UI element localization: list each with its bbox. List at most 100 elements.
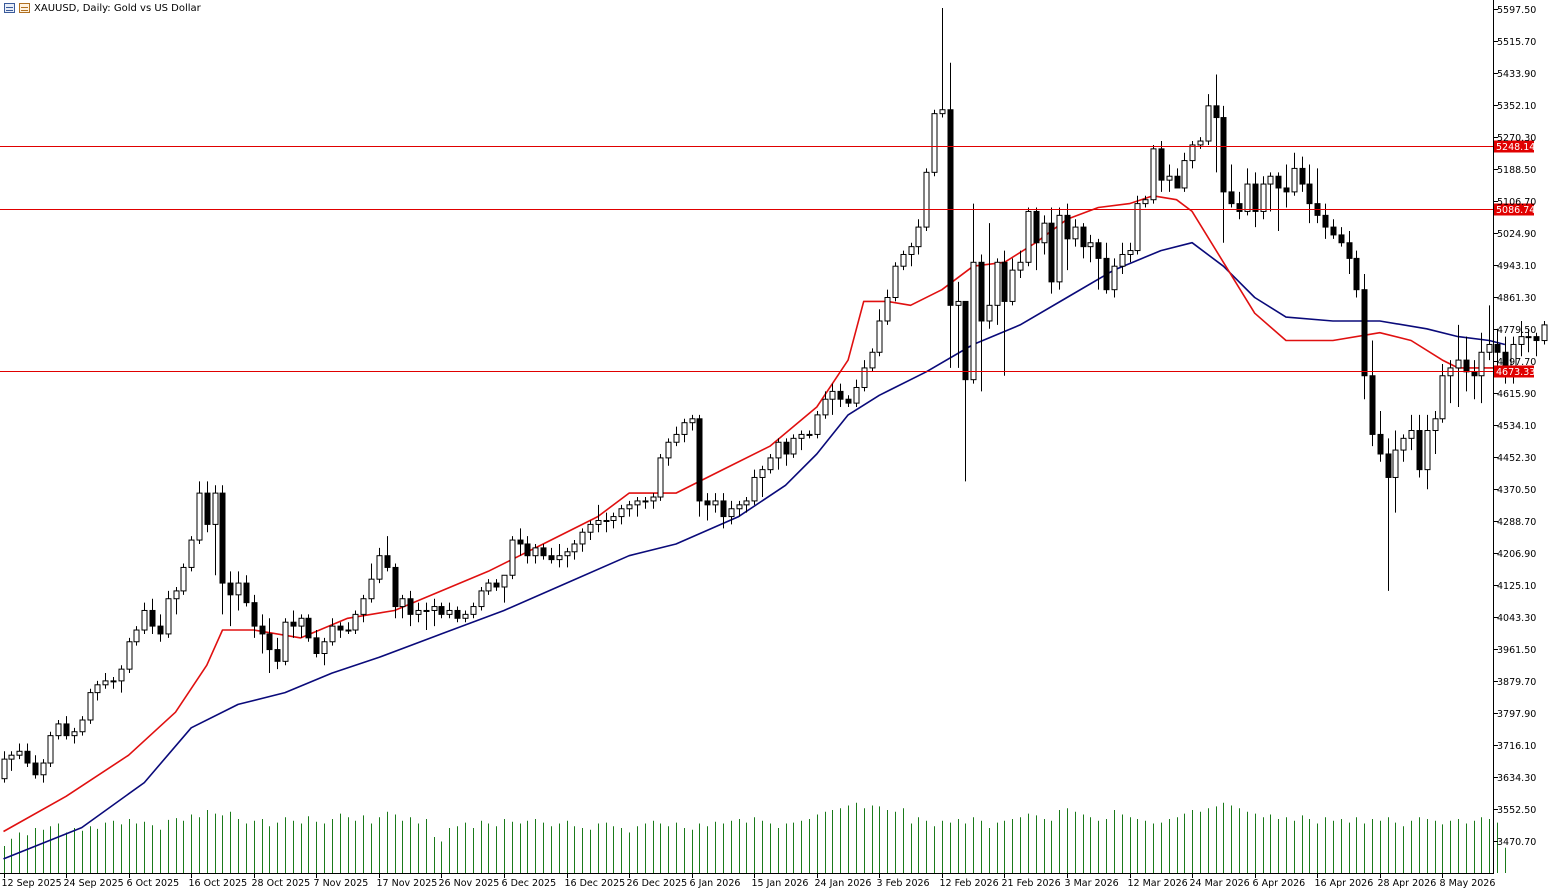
candle (603, 512, 610, 533)
candle-body (681, 422, 688, 435)
candle (587, 520, 594, 541)
candle-body (626, 504, 633, 510)
candle-body (1416, 430, 1423, 471)
time-tick-label: 26 Dec 2025 (627, 878, 688, 889)
candle-body (32, 762, 39, 776)
volume-bars (4, 802, 1506, 873)
candle (517, 528, 524, 556)
candle (736, 500, 743, 517)
candle (438, 602, 445, 619)
candle (102, 673, 109, 689)
price-tick-label: 4615.90 (1497, 389, 1536, 400)
candle (650, 493, 657, 509)
candle-body (1478, 351, 1485, 377)
candle (923, 168, 930, 232)
candle-body (1541, 324, 1548, 342)
candle (994, 258, 1001, 325)
candle (876, 309, 883, 357)
time-tick-label: 24 Sep 2025 (64, 878, 124, 889)
candle-body (1369, 375, 1376, 435)
candle-body (751, 476, 758, 502)
horizontal-levels[interactable]: 5248.14 5086.74 4673.33 (0, 140, 1535, 379)
candle-body (970, 261, 977, 381)
candle-body (251, 602, 258, 627)
candle (962, 300, 969, 482)
candle (790, 434, 797, 458)
candle-body (243, 582, 250, 604)
candle-body (900, 253, 907, 267)
candle (141, 602, 148, 634)
candle (298, 614, 305, 638)
candle-body (454, 609, 461, 619)
candle-body (1439, 375, 1446, 420)
candle (1025, 207, 1032, 267)
candle-body (1080, 226, 1087, 248)
time-tick-label: 3 Feb 2026 (877, 878, 930, 889)
candle-body (290, 621, 297, 627)
candle (1416, 414, 1423, 478)
candle-body (24, 750, 31, 764)
candle (626, 500, 633, 517)
candle-body (321, 641, 328, 654)
time-tick-label: 16 Dec 2025 (565, 878, 626, 889)
candle (1478, 332, 1485, 404)
candle-body (1486, 343, 1493, 353)
candle (212, 485, 219, 576)
candle (55, 720, 62, 740)
candle (204, 481, 211, 533)
candle-body (55, 723, 62, 737)
candle-body (1189, 144, 1196, 162)
candle-body (915, 226, 922, 248)
candle (509, 536, 516, 580)
candle (1361, 274, 1368, 400)
price-tick-label: 4288.70 (1497, 517, 1536, 528)
candle-body (87, 692, 94, 721)
candle (392, 563, 399, 619)
candle (1267, 172, 1274, 212)
candle (305, 614, 312, 642)
candle-body (978, 261, 985, 322)
candle-body (1385, 453, 1392, 478)
candle-body (790, 437, 797, 455)
chart-type-icon[interactable] (19, 3, 30, 13)
ma-slow-line (3, 241, 1506, 860)
chart-window-icon[interactable] (4, 3, 15, 13)
candle-body (165, 598, 172, 635)
price-axis-labels[interactable]: 5597.50 5515.70 5433.90 5352.10 5270.30 5188.… (1494, 5, 1536, 848)
candle-body (869, 351, 876, 369)
candle-body (1095, 242, 1102, 259)
candle (1174, 168, 1181, 189)
candle-body (63, 723, 70, 737)
candle (595, 504, 602, 533)
candle (1455, 324, 1462, 408)
candle-body (493, 582, 500, 588)
candle-body (571, 543, 578, 553)
candle-body (501, 574, 508, 588)
candle (313, 630, 320, 658)
candle-body (1533, 336, 1540, 342)
candle-body (650, 496, 657, 502)
candle (728, 500, 735, 525)
candle (118, 665, 125, 693)
candle (384, 536, 391, 572)
candle (94, 680, 101, 701)
candle-body (415, 609, 422, 615)
candle (1283, 164, 1290, 208)
candle-body (962, 300, 969, 381)
candle (1392, 430, 1399, 513)
candle-body (266, 633, 273, 651)
candle (454, 606, 461, 623)
level-price-label: 5086.74 (1496, 205, 1535, 216)
candle-body (1260, 183, 1267, 212)
candle (173, 586, 180, 615)
level-price-label: 4673.33 (1496, 367, 1535, 378)
candle (79, 716, 86, 736)
candle-body (376, 555, 383, 580)
candle-body (1041, 222, 1048, 244)
candle (1017, 250, 1024, 278)
candle-body (118, 668, 125, 682)
candle-body (1518, 336, 1525, 345)
time-axis-labels[interactable]: 12 Sep 2025 24 Sep 2025 6 Oct 2025 16 Oct 2… (2, 873, 1496, 889)
candle (1338, 227, 1345, 247)
